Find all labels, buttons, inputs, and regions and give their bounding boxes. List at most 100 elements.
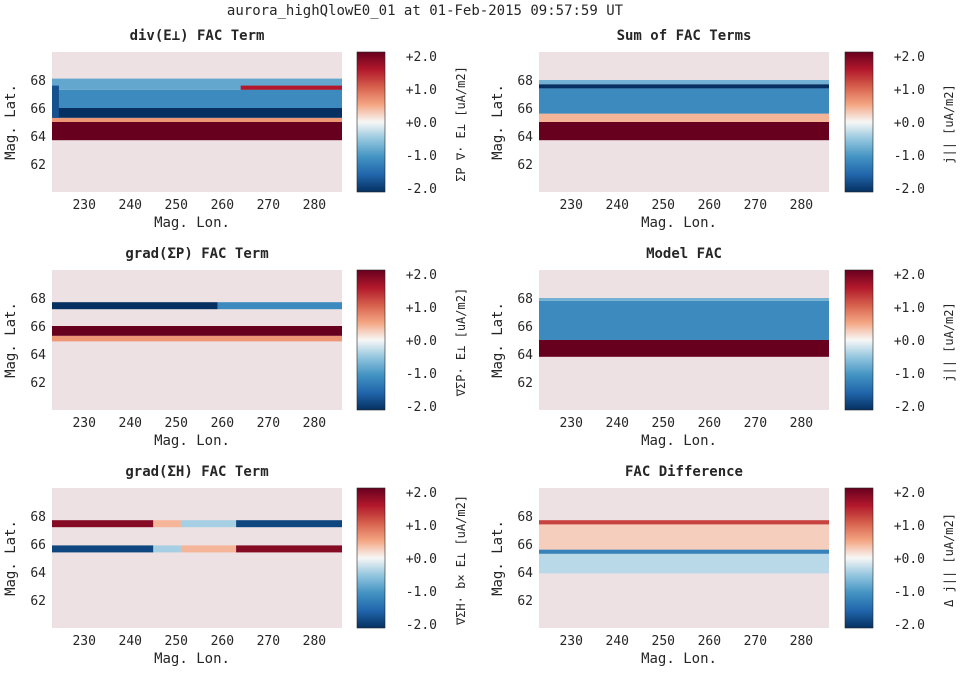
heatmap-band-3	[539, 298, 829, 301]
y-tick-label: 62	[30, 158, 46, 173]
colorbar-tick-label: +2.0	[894, 486, 925, 501]
y-tick-label: 62	[30, 594, 46, 609]
heatmap-band-8	[236, 545, 342, 553]
heatmap-band-5	[52, 78, 342, 90]
heatmap-band-4	[217, 302, 342, 310]
colorbar-tick-label: +2.0	[894, 268, 925, 283]
x-tick-label: 280	[303, 198, 326, 213]
x-axis-label: Mag. Lon.	[641, 215, 717, 231]
x-tick-label: 280	[790, 416, 813, 431]
colorbar-label: j|| [uA/m2]	[942, 302, 956, 381]
x-tick-label: 240	[119, 198, 142, 213]
heatmap-band-3	[539, 88, 829, 114]
y-tick-label: 68	[517, 510, 533, 525]
x-tick-label: 240	[606, 416, 629, 431]
colorbar-tick-label: -1.0	[406, 585, 437, 600]
y-tick-label: 66	[30, 102, 46, 117]
heatmap-band-7	[52, 85, 59, 118]
y-axis-label: Mag. Lat.	[490, 302, 506, 378]
x-tick-label: 230	[72, 634, 95, 649]
colorbar-tick-label: +0.0	[894, 552, 925, 567]
y-tick-label: 62	[517, 158, 533, 173]
colorbar-gradient	[844, 269, 874, 411]
heatmap-band-2	[539, 300, 829, 340]
colorbar-label: ΣP ∇· E⊥ [uA/m2]	[454, 66, 468, 182]
heatmap-band-1	[52, 520, 154, 528]
colorbar-tick-label: +1.0	[894, 519, 925, 534]
x-tick-label: 240	[119, 416, 142, 431]
x-tick-label: 230	[72, 416, 95, 431]
y-tick-label: 66	[30, 320, 46, 335]
panel-grad-h-fac-term: grad(ΣH) FAC Term 230 240 250 260 270 280 62 64 6…	[3, 464, 468, 667]
x-tick-label: 260	[698, 634, 721, 649]
x-tick-label: 230	[559, 416, 582, 431]
heatmap-band-4	[539, 520, 829, 525]
x-tick-label: 230	[559, 198, 582, 213]
colorbar-gradient	[356, 269, 386, 411]
x-tick-label: 250	[165, 198, 188, 213]
heatmap-band-5	[52, 545, 154, 553]
x-tick-label: 260	[211, 416, 234, 431]
x-tick-label: 270	[257, 416, 280, 431]
colorbar-tick-label: +2.0	[406, 486, 437, 501]
y-tick-label: 64	[517, 566, 533, 581]
y-tick-label: 64	[517, 130, 533, 145]
heatmap-band-4	[236, 520, 342, 528]
colorbar-tick-label: -1.0	[894, 585, 925, 600]
heatmap-band-2	[52, 326, 342, 336]
x-tick-label: 270	[257, 634, 280, 649]
x-tick-label: 240	[119, 634, 142, 649]
colorbar-tick-label: -2.0	[894, 182, 925, 197]
heatmap-band-4	[539, 84, 829, 89]
panel-title: div(E⊥) FAC Term	[130, 28, 265, 44]
colorbar-tick-label: -1.0	[406, 367, 437, 382]
heatmap-band-6	[153, 545, 181, 553]
heatmap-band-3	[539, 524, 829, 550]
heatmap-band-1	[52, 122, 342, 141]
heatmap-band-1	[52, 335, 342, 342]
x-tick-label: 270	[744, 634, 767, 649]
x-tick-label: 260	[698, 198, 721, 213]
colorbar-tick-label: +1.0	[894, 83, 925, 98]
x-tick-label: 280	[303, 634, 326, 649]
heatmap-band-1	[539, 122, 829, 141]
x-tick-label: 280	[790, 634, 813, 649]
y-tick-label: 68	[517, 74, 533, 89]
heatmap-band-3	[52, 108, 342, 118]
x-tick-label: 250	[652, 416, 675, 431]
y-tick-label: 64	[30, 130, 46, 145]
x-axis-label: Mag. Lon.	[154, 215, 230, 231]
x-tick-label: 250	[165, 416, 188, 431]
colorbar-tick-label: +0.0	[894, 334, 925, 349]
colorbar-tick-label: +1.0	[406, 519, 437, 534]
colorbar-tick-label: +1.0	[406, 83, 437, 98]
colorbar-gradient	[356, 51, 386, 193]
x-tick-label: 270	[744, 416, 767, 431]
colorbar-tick-label: +0.0	[406, 116, 437, 131]
x-tick-label: 270	[744, 198, 767, 213]
y-tick-label: 62	[30, 376, 46, 391]
y-axis-label: Mag. Lat.	[490, 520, 506, 596]
panel-title: Sum of FAC Terms	[617, 28, 752, 44]
x-tick-label: 230	[72, 198, 95, 213]
x-tick-label: 250	[652, 198, 675, 213]
colorbar: +2.0 +1.0 +0.0 -1.0 -2.0 ∇ΣP· E⊥ [uA/m2]	[356, 268, 468, 415]
y-tick-label: 68	[30, 292, 46, 307]
colorbar-tick-label: -2.0	[894, 400, 925, 415]
heatmap-band-1	[539, 553, 829, 574]
colorbar-tick-label: +2.0	[406, 50, 437, 65]
y-tick-label: 66	[517, 102, 533, 117]
x-tick-label: 270	[257, 198, 280, 213]
panel-title: grad(ΣP) FAC Term	[125, 246, 268, 262]
x-axis-label: Mag. Lon.	[154, 433, 230, 449]
colorbar-label: j|| [uA/m2]	[942, 84, 956, 163]
colorbar: +2.0 +1.0 +0.0 -1.0 -2.0 Δ j|| [uA/m2]	[844, 486, 956, 633]
colorbar-tick-label: -1.0	[894, 149, 925, 164]
x-tick-label: 280	[303, 416, 326, 431]
heatmap-band-3	[180, 520, 237, 528]
x-tick-label: 280	[790, 198, 813, 213]
x-tick-label: 260	[211, 634, 234, 649]
heatmap-band-6	[240, 85, 342, 90]
heatmap-band-7	[180, 545, 237, 553]
panel-grad-p-fac-term: grad(ΣP) FAC Term 230 240 250 260 270 280 62 64 6…	[3, 246, 468, 449]
